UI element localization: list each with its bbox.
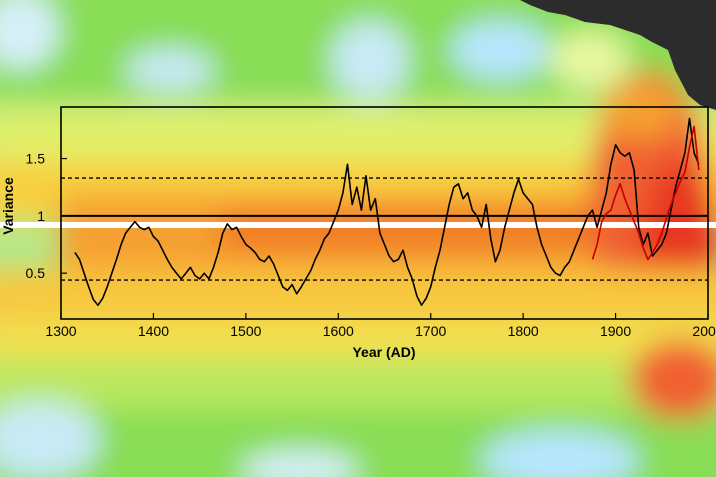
series-line-1	[591, 125, 700, 261]
x-tick-label: 1900	[600, 323, 631, 339]
y-axis-ticks: 0.5 1 1.5	[26, 151, 67, 281]
x-tick-label: 1300	[45, 323, 76, 339]
x-axis-label: Year (AD)	[352, 344, 415, 360]
land-mass	[520, 0, 716, 110]
x-tick-label: 1500	[230, 323, 261, 339]
series-line-0	[74, 117, 700, 307]
y-tick-label: 1.5	[26, 151, 46, 167]
y-tick-label: 1	[37, 208, 45, 224]
x-tick-label: 1700	[415, 323, 446, 339]
x-tick-label: 1800	[508, 323, 539, 339]
x-tick-label: 1600	[323, 323, 354, 339]
plot-frame	[60, 106, 709, 320]
series-layer	[74, 117, 700, 307]
y-axis-label: Variance	[0, 177, 16, 235]
x-tick-label: 1400	[138, 323, 169, 339]
y-tick-label: 0.5	[26, 265, 46, 281]
